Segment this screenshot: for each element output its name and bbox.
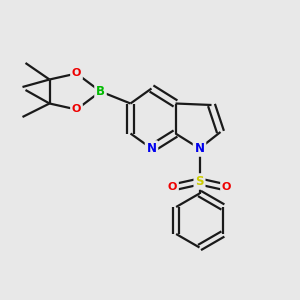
Text: O: O [72, 104, 81, 115]
Text: N: N [146, 142, 157, 155]
Text: N: N [194, 142, 205, 155]
Text: O: O [168, 182, 177, 193]
Text: S: S [195, 175, 204, 188]
Text: O: O [222, 182, 231, 193]
Text: O: O [72, 68, 81, 79]
Text: B: B [96, 85, 105, 98]
